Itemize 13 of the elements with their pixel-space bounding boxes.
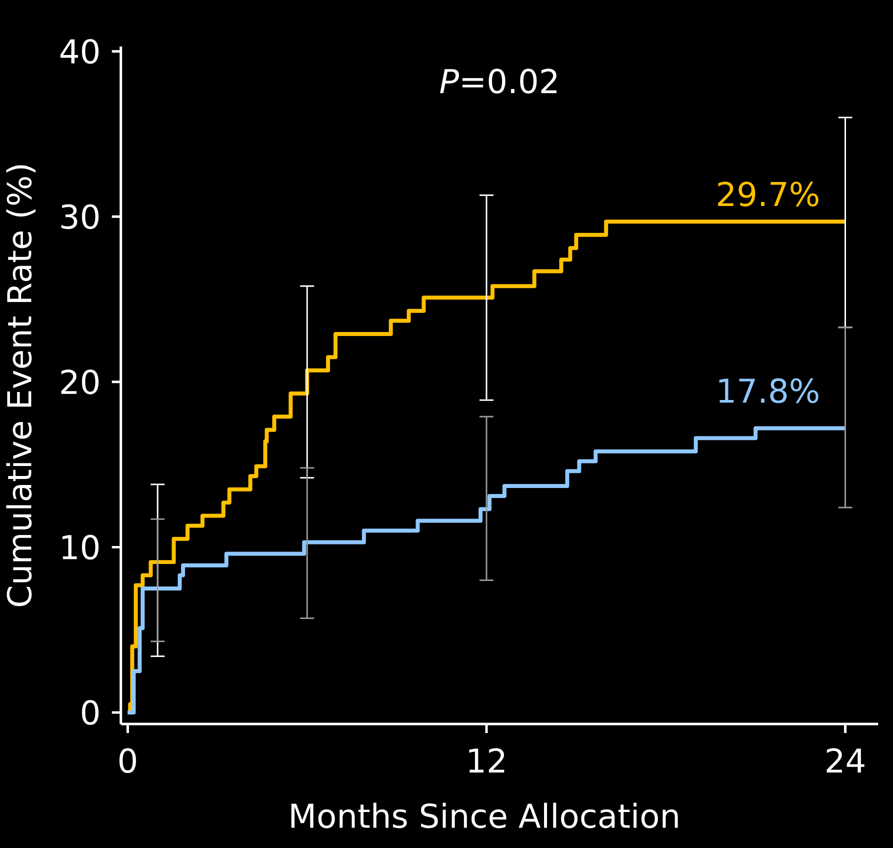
annotation: 17.8%	[719, 378, 818, 404]
annotation: 29.7%	[718, 182, 818, 206]
y-tick-label: 0	[82, 700, 99, 725]
x-tick-label: 12	[469, 748, 504, 773]
x-axis-title: Months Since Allocation	[291, 802, 678, 828]
y-tick-label: 10	[62, 534, 99, 560]
y-axis-title: Cumulative Event Rate (%)	[6, 165, 36, 606]
y-tick-label: 30	[61, 204, 99, 230]
x-tick-label: 0	[119, 748, 136, 774]
text: P=0.02	[440, 68, 556, 94]
y-tick-label: 20	[61, 370, 99, 394]
x-tick-label: 24	[826, 748, 864, 773]
y-tick-label: 40	[60, 38, 99, 64]
